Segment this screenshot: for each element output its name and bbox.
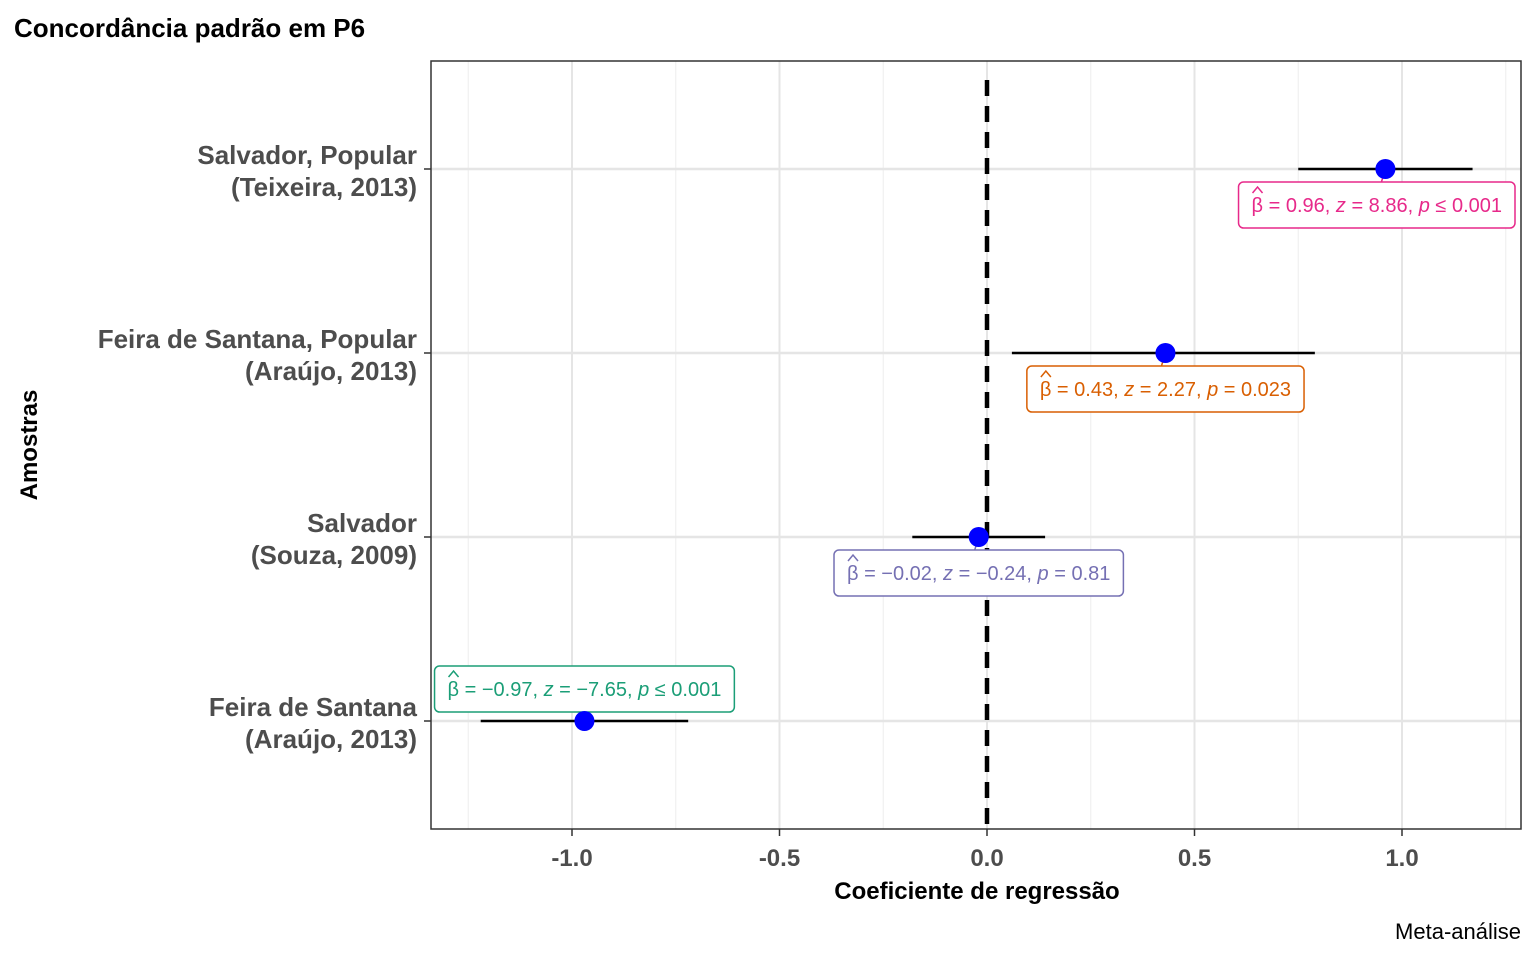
y-tick-label-citation: (Araújo, 2013) [245, 724, 417, 754]
beta-hat [847, 553, 859, 562]
annotation-label: β = −0.97, z = −7.65, p ≤ 0.001 [433, 665, 736, 713]
annotation-text: β = −0.02, z = −0.24, p = 0.81 [847, 563, 1110, 585]
beta-hat [1040, 369, 1052, 378]
chart-title: Concordância padrão em P6 [14, 13, 365, 43]
annotation-text: β = 0.43, z = 2.27, p = 0.023 [1040, 379, 1291, 401]
annotation-box [1237, 181, 1516, 229]
y-tick-label-citation: (Souza, 2009) [251, 540, 417, 570]
x-axis-title: Coeficiente de regressão [834, 878, 1119, 905]
y-tick-label: Feira de Santana, Popular [98, 324, 417, 354]
annotation-text: β = 0.96, z = 8.86, p ≤ 0.001 [1252, 195, 1502, 217]
x-tick-label: 0.5 [1178, 845, 1211, 872]
annotation-text: β = −0.97, z = −7.65, p ≤ 0.001 [448, 679, 722, 701]
x-tick-label: -0.5 [759, 845, 800, 872]
y-tick-label: Salvador, Popular [197, 140, 417, 170]
x-tick-label: 1.0 [1385, 845, 1418, 872]
y-tick-label-citation: (Teixeira, 2013) [231, 172, 417, 202]
point-estimate [968, 527, 989, 547]
x-tick-label: -1.0 [551, 845, 592, 872]
y-tick-label: Feira de Santana [209, 692, 418, 722]
caption: Meta-análise [1395, 919, 1521, 944]
annotation-label: β = 0.96, z = 8.86, p ≤ 0.001 [1237, 181, 1516, 229]
annotation-label: β = −0.02, z = −0.24, p = 0.81 [833, 549, 1125, 597]
point-estimate [1375, 159, 1396, 179]
point-estimate [1155, 343, 1176, 363]
panel-border [430, 60, 1522, 830]
annotation-label: β = 0.43, z = 2.27, p = 0.023 [1026, 365, 1305, 413]
y-tick-label: Salvador [307, 508, 417, 538]
x-tick-label: 0.0 [970, 845, 1003, 872]
plot-layer: -1.0 -0.5 0.0 0.5 1.0 Salvador, Popular(Teixe… [98, 60, 1522, 872]
beta-hat [1251, 185, 1264, 194]
y-tick-label-citation: (Araújo, 2013) [245, 356, 417, 386]
beta-hat [447, 669, 460, 678]
annotation-box [833, 549, 1125, 597]
y-axis-title: Amostras [16, 390, 43, 501]
point-estimate [574, 711, 595, 731]
annotation-box [1026, 365, 1305, 413]
